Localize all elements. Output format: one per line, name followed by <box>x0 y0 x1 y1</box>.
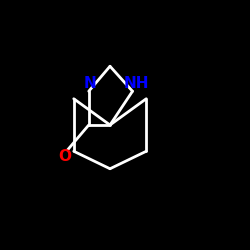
Text: NH: NH <box>124 76 149 90</box>
Text: O: O <box>58 149 71 164</box>
Text: N: N <box>84 76 96 90</box>
